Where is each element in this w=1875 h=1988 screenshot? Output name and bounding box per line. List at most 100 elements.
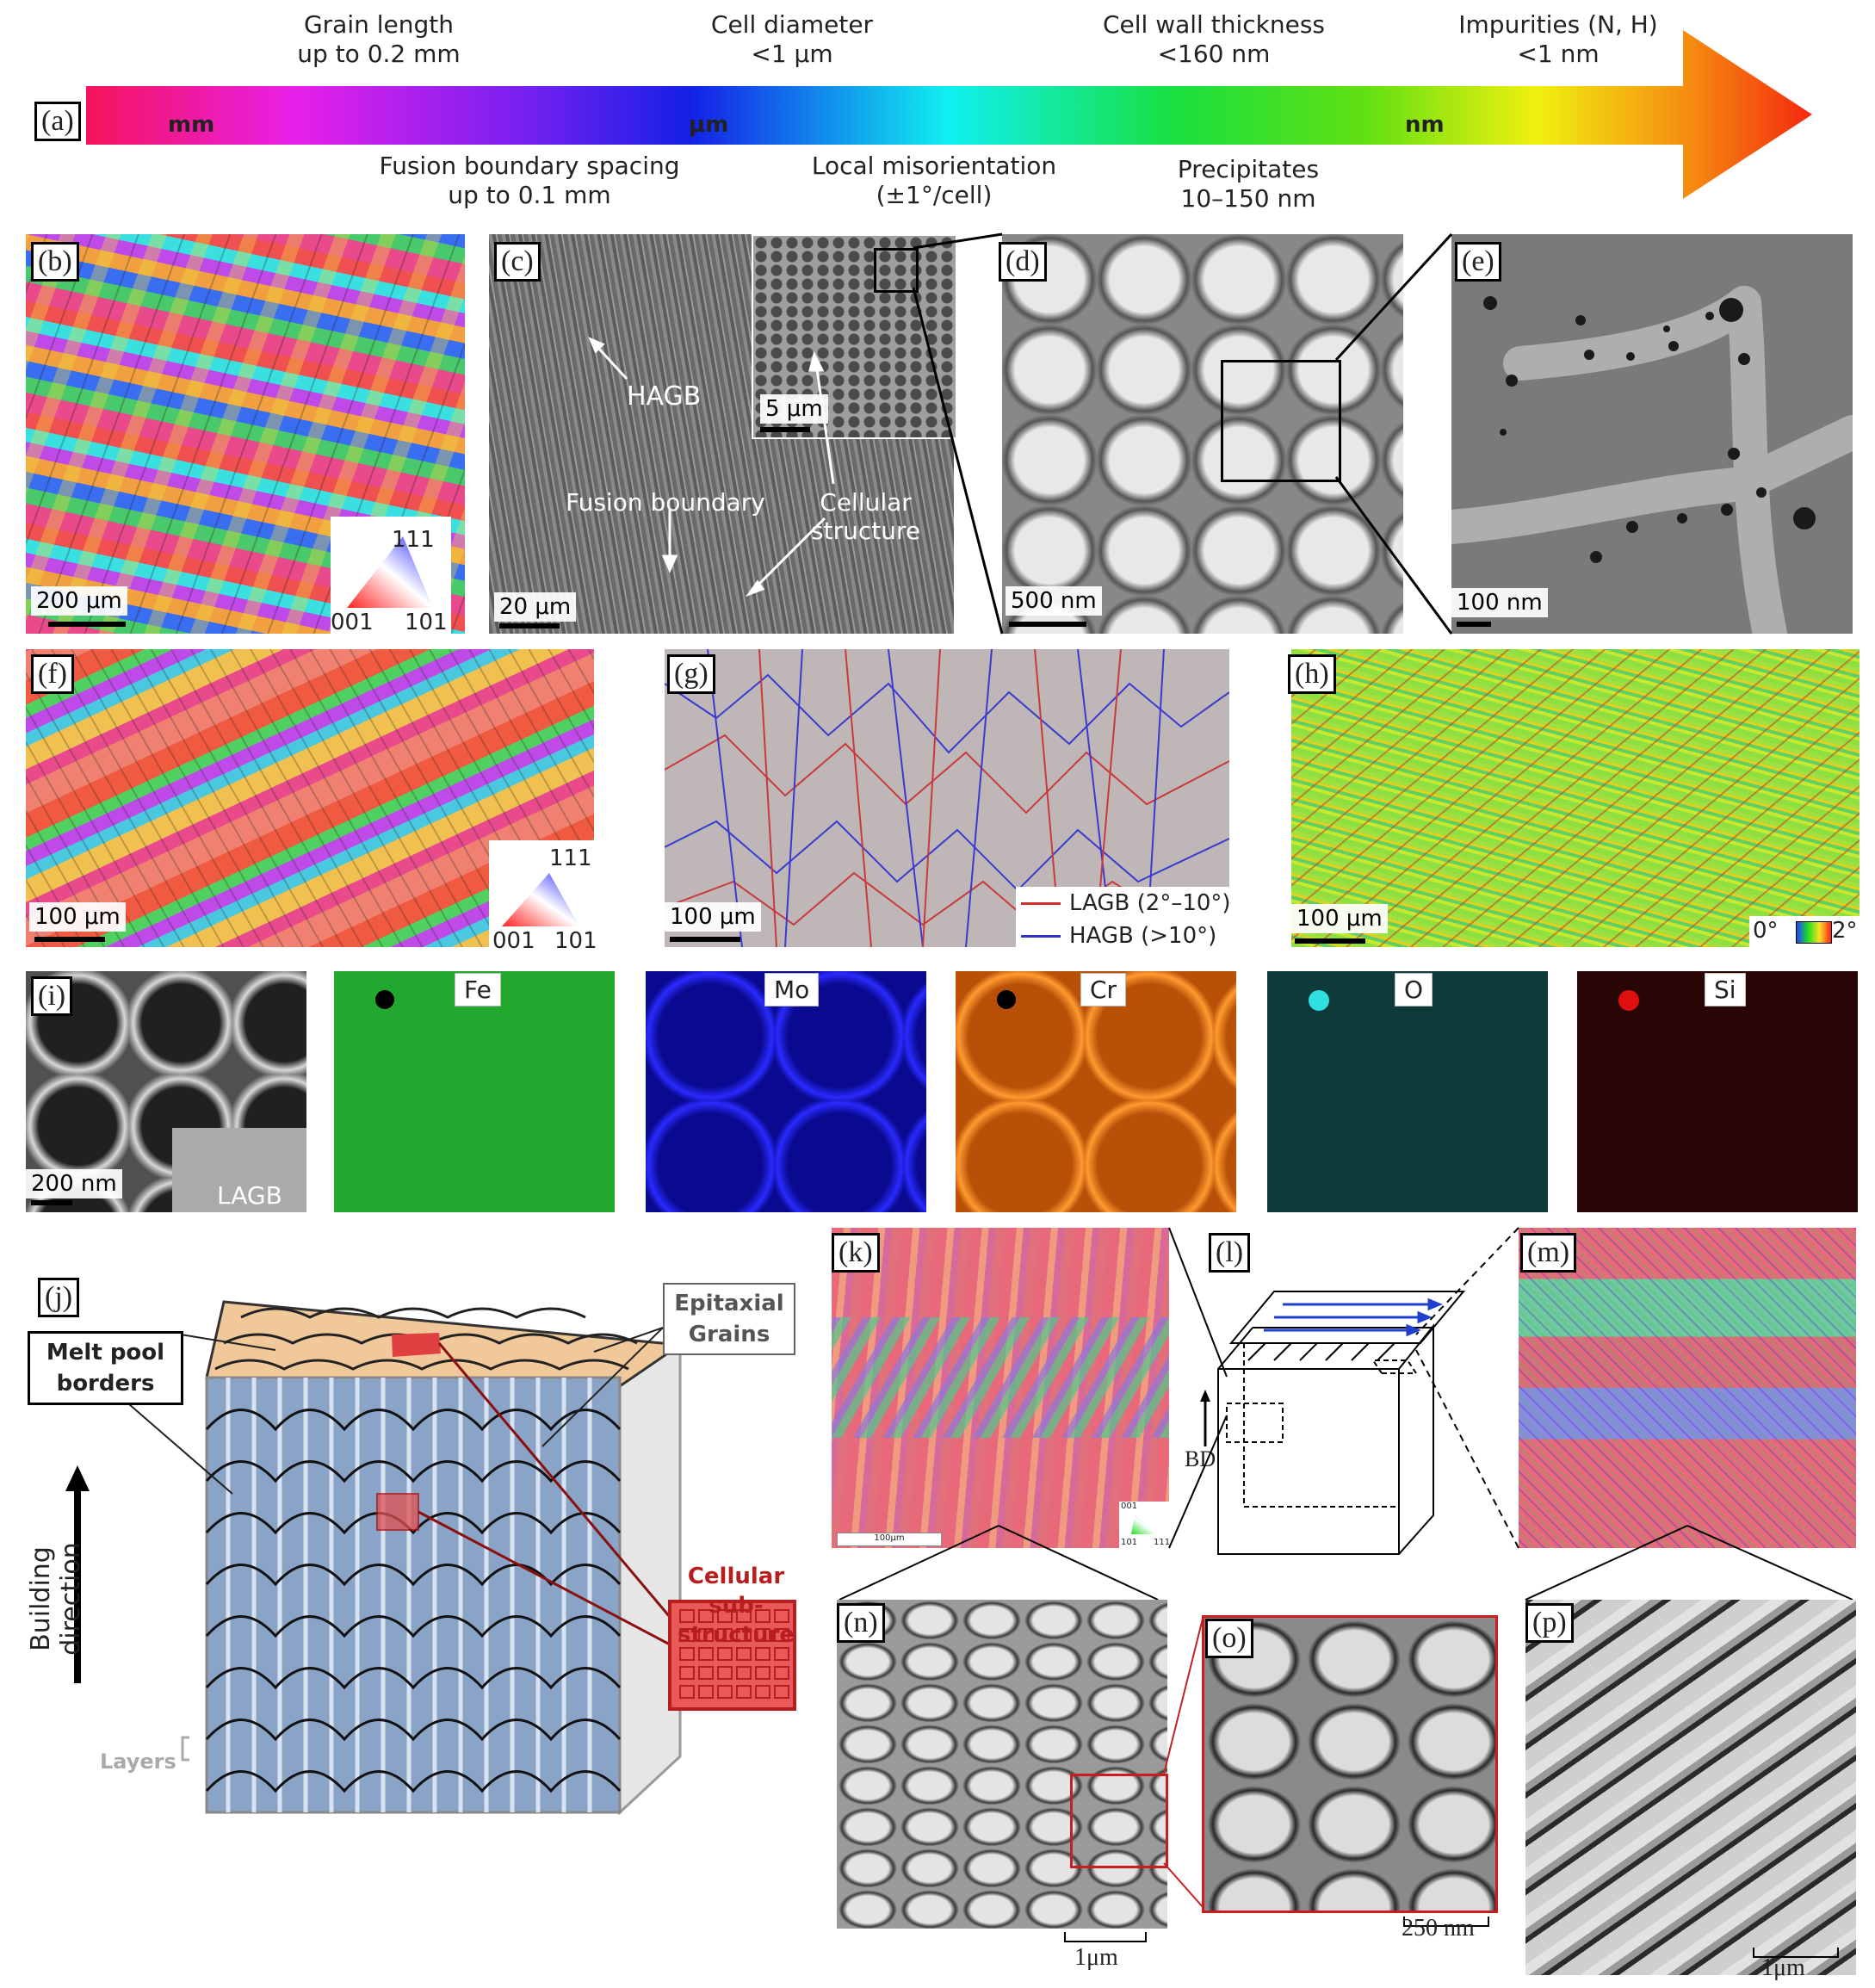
scalebar-o: 250 nm <box>1402 1915 1475 1942</box>
scalebar-i-line <box>31 1200 72 1205</box>
scalebar-b: 200 μm <box>31 586 127 616</box>
label-cellular-substructure: Cellular sub-structure <box>677 1564 795 1648</box>
panel-label-k: (k) <box>832 1233 880 1273</box>
ipf-k-101: 101 <box>1121 1538 1138 1547</box>
scalebar-d-line <box>1009 622 1086 627</box>
scalebar-p-line <box>1753 1948 1839 1958</box>
scalebar-c-inset-line <box>760 427 810 432</box>
label-epitaxial-grains: Epitaxial Grains <box>663 1283 795 1355</box>
tem-micrograph-e <box>1451 234 1853 634</box>
ipf-f-001: 001 <box>492 928 535 954</box>
eds-particle-cr <box>997 990 1016 1009</box>
label-cellular-structure: Cellular structure <box>811 488 921 545</box>
panel-label-i: (i) <box>31 976 73 1016</box>
unit-mm: mm <box>168 112 215 138</box>
panel-label-g: (g) <box>667 654 715 694</box>
panel-label-h: (h) <box>1288 654 1336 694</box>
ipf-b-001: 001 <box>331 610 374 635</box>
unit-um: μm <box>689 112 729 138</box>
panel-label-p: (p) <box>1525 1603 1574 1643</box>
ipf-map-m <box>1519 1228 1856 1548</box>
label-layers: Layers <box>100 1750 176 1774</box>
eds-label-mo: Mo <box>764 973 820 1006</box>
schematic-block-j <box>65 1300 796 1816</box>
scalebar-d: 500 nm <box>1006 586 1102 616</box>
scalebar-e: 100 nm <box>1451 588 1548 617</box>
eds-map-o <box>1267 971 1548 1212</box>
eds-map-mo <box>646 971 926 1212</box>
tem-micrograph-o <box>1202 1615 1498 1913</box>
tem-micrograph-d <box>1002 234 1403 634</box>
panel-label-a: (a) <box>34 102 81 141</box>
scalebar-g: 100 μm <box>665 902 761 932</box>
caption-cell-diameter: Cell diameter <1 μm <box>710 10 874 68</box>
ipf-map-m-overlay <box>1519 1228 1856 1548</box>
scalebar-o-line <box>1403 1917 1489 1927</box>
eds-particle-fe <box>375 990 394 1009</box>
label-bd: BD <box>1185 1446 1216 1471</box>
panel-label-b: (b) <box>31 242 79 282</box>
legend-item-lagb: LAGB (2°–10°) <box>1021 890 1241 916</box>
scalebar-c-line <box>499 623 560 629</box>
zoom-connectors-row5 <box>838 1227 1853 1601</box>
ipf-k-111: 111 <box>1154 1538 1171 1547</box>
scalebar-p: 1μm <box>1761 1954 1805 1981</box>
legend-swatch-hagb <box>1021 934 1061 938</box>
zoom-connectors-row2 <box>912 232 1453 635</box>
scalebar-f-line <box>34 937 105 942</box>
legend-item-hagb: HAGB (>10°) <box>1021 923 1241 949</box>
ipf-k-001: 001 <box>1121 1502 1138 1511</box>
scalebar-h-line <box>1295 938 1365 944</box>
scalebar-i: 200 nm <box>26 1169 122 1198</box>
zoom-box-n <box>1070 1774 1168 1868</box>
cbar-max-label: 2° <box>1832 918 1858 944</box>
scalebar-c-inset: 5 μm <box>760 394 828 424</box>
eds-label-fe: Fe <box>455 973 501 1006</box>
scalebar-h: 100 μm <box>1291 904 1388 933</box>
panel-label-j: (j) <box>38 1278 80 1317</box>
ipf-triangle-f-icon <box>502 873 579 926</box>
label-fusion-boundary: Fusion boundary <box>566 488 765 517</box>
zoom-connectors-o <box>1163 1614 1204 1909</box>
panel-label-c: (c) <box>494 242 541 282</box>
scalebar-n: 1μm <box>1074 1944 1118 1971</box>
ipf-triangle-b-icon <box>347 536 433 608</box>
scalebar-c: 20 μm <box>494 592 577 622</box>
length-scale-arrow <box>86 30 1812 199</box>
legend-swatch-lagb <box>1021 901 1061 905</box>
sample-schematic-l <box>1200 1291 1466 1555</box>
kam-map-h-overlay <box>1291 649 1860 947</box>
haadf-bright-region <box>172 1128 306 1212</box>
label-lagb-i: LAGB <box>217 1181 282 1210</box>
panel-label-n: (n) <box>837 1603 885 1643</box>
caption-misorientation: Local misorientation (±1°/cell) <box>811 152 1057 209</box>
ipf-triangle-k-icon <box>1131 1515 1157 1534</box>
scalebar-b-line <box>48 622 126 627</box>
scalebar-e-line <box>1457 622 1491 627</box>
caption-precipitates: Precipitates 10–150 nm <box>1177 155 1320 213</box>
scalebar-n-line <box>1064 1932 1147 1942</box>
panel-label-e: (e) <box>1455 242 1501 282</box>
eds-map-si <box>1577 971 1858 1212</box>
caption-fusion-spacing: Fusion boundary spacing up to 0.1 mm <box>379 152 680 209</box>
legend-g: LAGB (2°–10°) HAGB (>10°) <box>1016 887 1247 952</box>
caption-impurities: Impurities (N, H) <1 nm <box>1458 10 1658 68</box>
sem-inset-box <box>874 248 919 293</box>
cbar-gradient <box>1796 921 1832 944</box>
caption-cell-wall: Cell wall thickness <160 nm <box>1102 10 1325 68</box>
unit-nm: nm <box>1405 112 1445 138</box>
panel-label-f: (f) <box>31 654 74 694</box>
ipf-f-101: 101 <box>554 928 597 954</box>
eds-label-si: Si <box>1705 973 1746 1006</box>
eds-label-o: O <box>1395 973 1433 1006</box>
ipf-b-111: 111 <box>392 527 435 553</box>
tem-micrograph-n <box>837 1600 1167 1929</box>
scalebar-f: 100 μm <box>29 902 126 932</box>
annotation-arrows-c <box>588 337 835 598</box>
ipf-map-k-band <box>832 1317 1169 1438</box>
tem-micrograph-p <box>1525 1600 1856 1975</box>
panel-label-o: (o) <box>1205 1619 1253 1658</box>
eds-particle-o <box>1309 990 1329 1011</box>
ipf-f-111: 111 <box>549 845 592 871</box>
eds-particle-si <box>1618 990 1639 1011</box>
